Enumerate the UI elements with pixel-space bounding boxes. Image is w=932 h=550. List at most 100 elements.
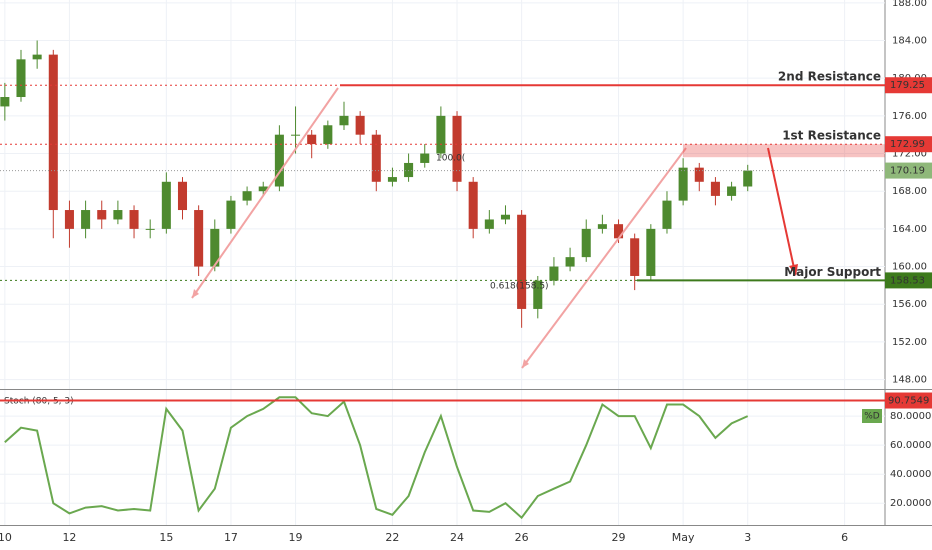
y-tick-label: 80.0000 [890, 411, 931, 422]
candle-body [97, 210, 107, 220]
candle-body [323, 125, 333, 145]
x-tick-label: 3 [744, 531, 751, 544]
price-badge-label: 170.19 [890, 166, 925, 177]
y-tick-label: 156.00 [892, 299, 927, 310]
y-tick-label: 176.00 [892, 111, 927, 122]
candle-body [355, 115, 365, 135]
x-tick-label: 6 [841, 531, 848, 544]
resistance-zone [683, 144, 885, 158]
target-arrow [767, 147, 795, 269]
candle-body [420, 153, 430, 163]
candle-body [145, 228, 155, 230]
candle-body [48, 54, 58, 211]
candle-body [113, 210, 123, 220]
x-tick-label: 26 [515, 531, 529, 544]
y-tick-label: 152.00 [892, 337, 927, 348]
candle-body [630, 238, 640, 276]
y-tick-label: 20.0000 [890, 498, 931, 509]
marks [0, 40, 753, 520]
y-tick-label: 172.00 [892, 149, 927, 160]
candle-body [533, 280, 543, 309]
candle-body [743, 170, 753, 187]
y-tick-label: 60.0000 [890, 440, 931, 451]
candle-body [694, 167, 704, 182]
candle-body [517, 214, 527, 309]
candle-body [339, 115, 349, 126]
x-tick-label: 15 [159, 531, 173, 544]
candle-body [436, 115, 446, 154]
candle-body [161, 181, 171, 229]
y-tick-label: 40.0000 [890, 469, 931, 480]
candle-body [258, 186, 268, 192]
candle-body [129, 210, 139, 229]
y-tick-label: 164.00 [892, 224, 927, 235]
x-tick-label: 19 [289, 531, 303, 544]
candle-body [597, 224, 607, 229]
candle-body [549, 266, 559, 281]
price-badge [885, 136, 932, 153]
level-name: 2nd Resistance [778, 70, 881, 84]
candle-body [404, 162, 414, 178]
x-tick-label: 10 [0, 531, 12, 544]
candle-body [484, 219, 494, 229]
y-tick-label: 148.00 [892, 375, 927, 386]
trend-arrow [521, 147, 687, 369]
candle-body [371, 134, 381, 182]
candle-body [291, 134, 301, 136]
x-tick-label: 17 [224, 531, 238, 544]
candle-body [242, 191, 252, 201]
stoch-level-label: 90.7549 [888, 396, 929, 407]
price-badge [885, 77, 932, 94]
candle-body [662, 200, 672, 229]
candle-body [64, 210, 74, 229]
candle-body [581, 228, 591, 258]
fib-label: 0.618(158.5) [490, 282, 549, 292]
y-tick-label: 160.00 [892, 262, 927, 273]
candle-body [194, 210, 204, 267]
candle-body [468, 181, 478, 229]
x-tick-label: 22 [385, 531, 399, 544]
stoch-level-badge [885, 392, 932, 409]
price-badge-label: 179.25 [890, 80, 925, 91]
x-tick-label: 12 [62, 531, 76, 544]
arrow-head [522, 359, 529, 368]
candle-body [646, 228, 656, 276]
candle-body [177, 181, 188, 211]
candle-body [710, 181, 720, 196]
y-tick-label: 168.00 [892, 186, 927, 197]
candle-body [387, 177, 397, 182]
x-tick-label: 29 [612, 531, 626, 544]
candle-body [226, 200, 236, 229]
price-badge-label: 158.53 [890, 275, 925, 286]
candle-body [16, 59, 26, 98]
fib-label: 100.0( [436, 154, 465, 164]
candle-body [307, 134, 317, 145]
price-badge-label: 172.99 [890, 139, 925, 150]
candle-body [565, 257, 575, 267]
x-tick-label: 24 [450, 531, 464, 544]
arrow-head [789, 264, 798, 276]
price-badge [885, 162, 932, 179]
candle-body [678, 167, 688, 201]
x-tick-label: May [672, 531, 695, 544]
candle-body [210, 228, 220, 267]
stoch-line [4, 396, 749, 520]
candle-body [452, 115, 462, 182]
level-name: Major Support [784, 265, 881, 279]
y-tick-label: 184.00 [892, 36, 927, 47]
candle-body [32, 54, 42, 60]
candle-body [500, 214, 511, 220]
price-badge [885, 272, 932, 289]
candle-body [274, 134, 284, 187]
y-tick-label: 188.00 [892, 0, 927, 9]
candle-body [727, 186, 737, 196]
candle-body [614, 224, 624, 239]
candle-body [0, 97, 10, 107]
stoch-badge-label: %D [864, 412, 880, 422]
stoch-badge [862, 409, 882, 423]
candle-body [81, 210, 91, 229]
level-name: 1st Resistance [782, 129, 881, 143]
